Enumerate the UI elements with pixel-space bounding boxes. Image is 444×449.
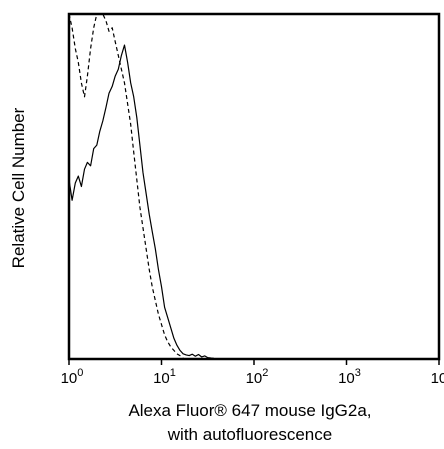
x-tick-label: 103 — [338, 367, 361, 387]
histogram-series-solid — [68, 44, 214, 359]
x-axis-ticks: 100 101 102 103 104 — [61, 359, 444, 387]
x-tick-label: 101 — [153, 367, 176, 387]
series-layer — [68, 13, 214, 359]
x-tick-label: 102 — [246, 367, 269, 387]
plot-frame — [67, 12, 441, 361]
x-tick-label: 104 — [431, 367, 444, 387]
histogram-series-dashed — [68, 13, 184, 359]
x-axis-label-line-2: with autofluorescence — [167, 425, 332, 444]
x-axis-label-line-1: Alexa Fluor® 647 mouse IgG2a, — [128, 401, 371, 420]
y-axis-label: Relative Cell Number — [9, 107, 28, 268]
x-tick-label: 100 — [61, 367, 84, 387]
